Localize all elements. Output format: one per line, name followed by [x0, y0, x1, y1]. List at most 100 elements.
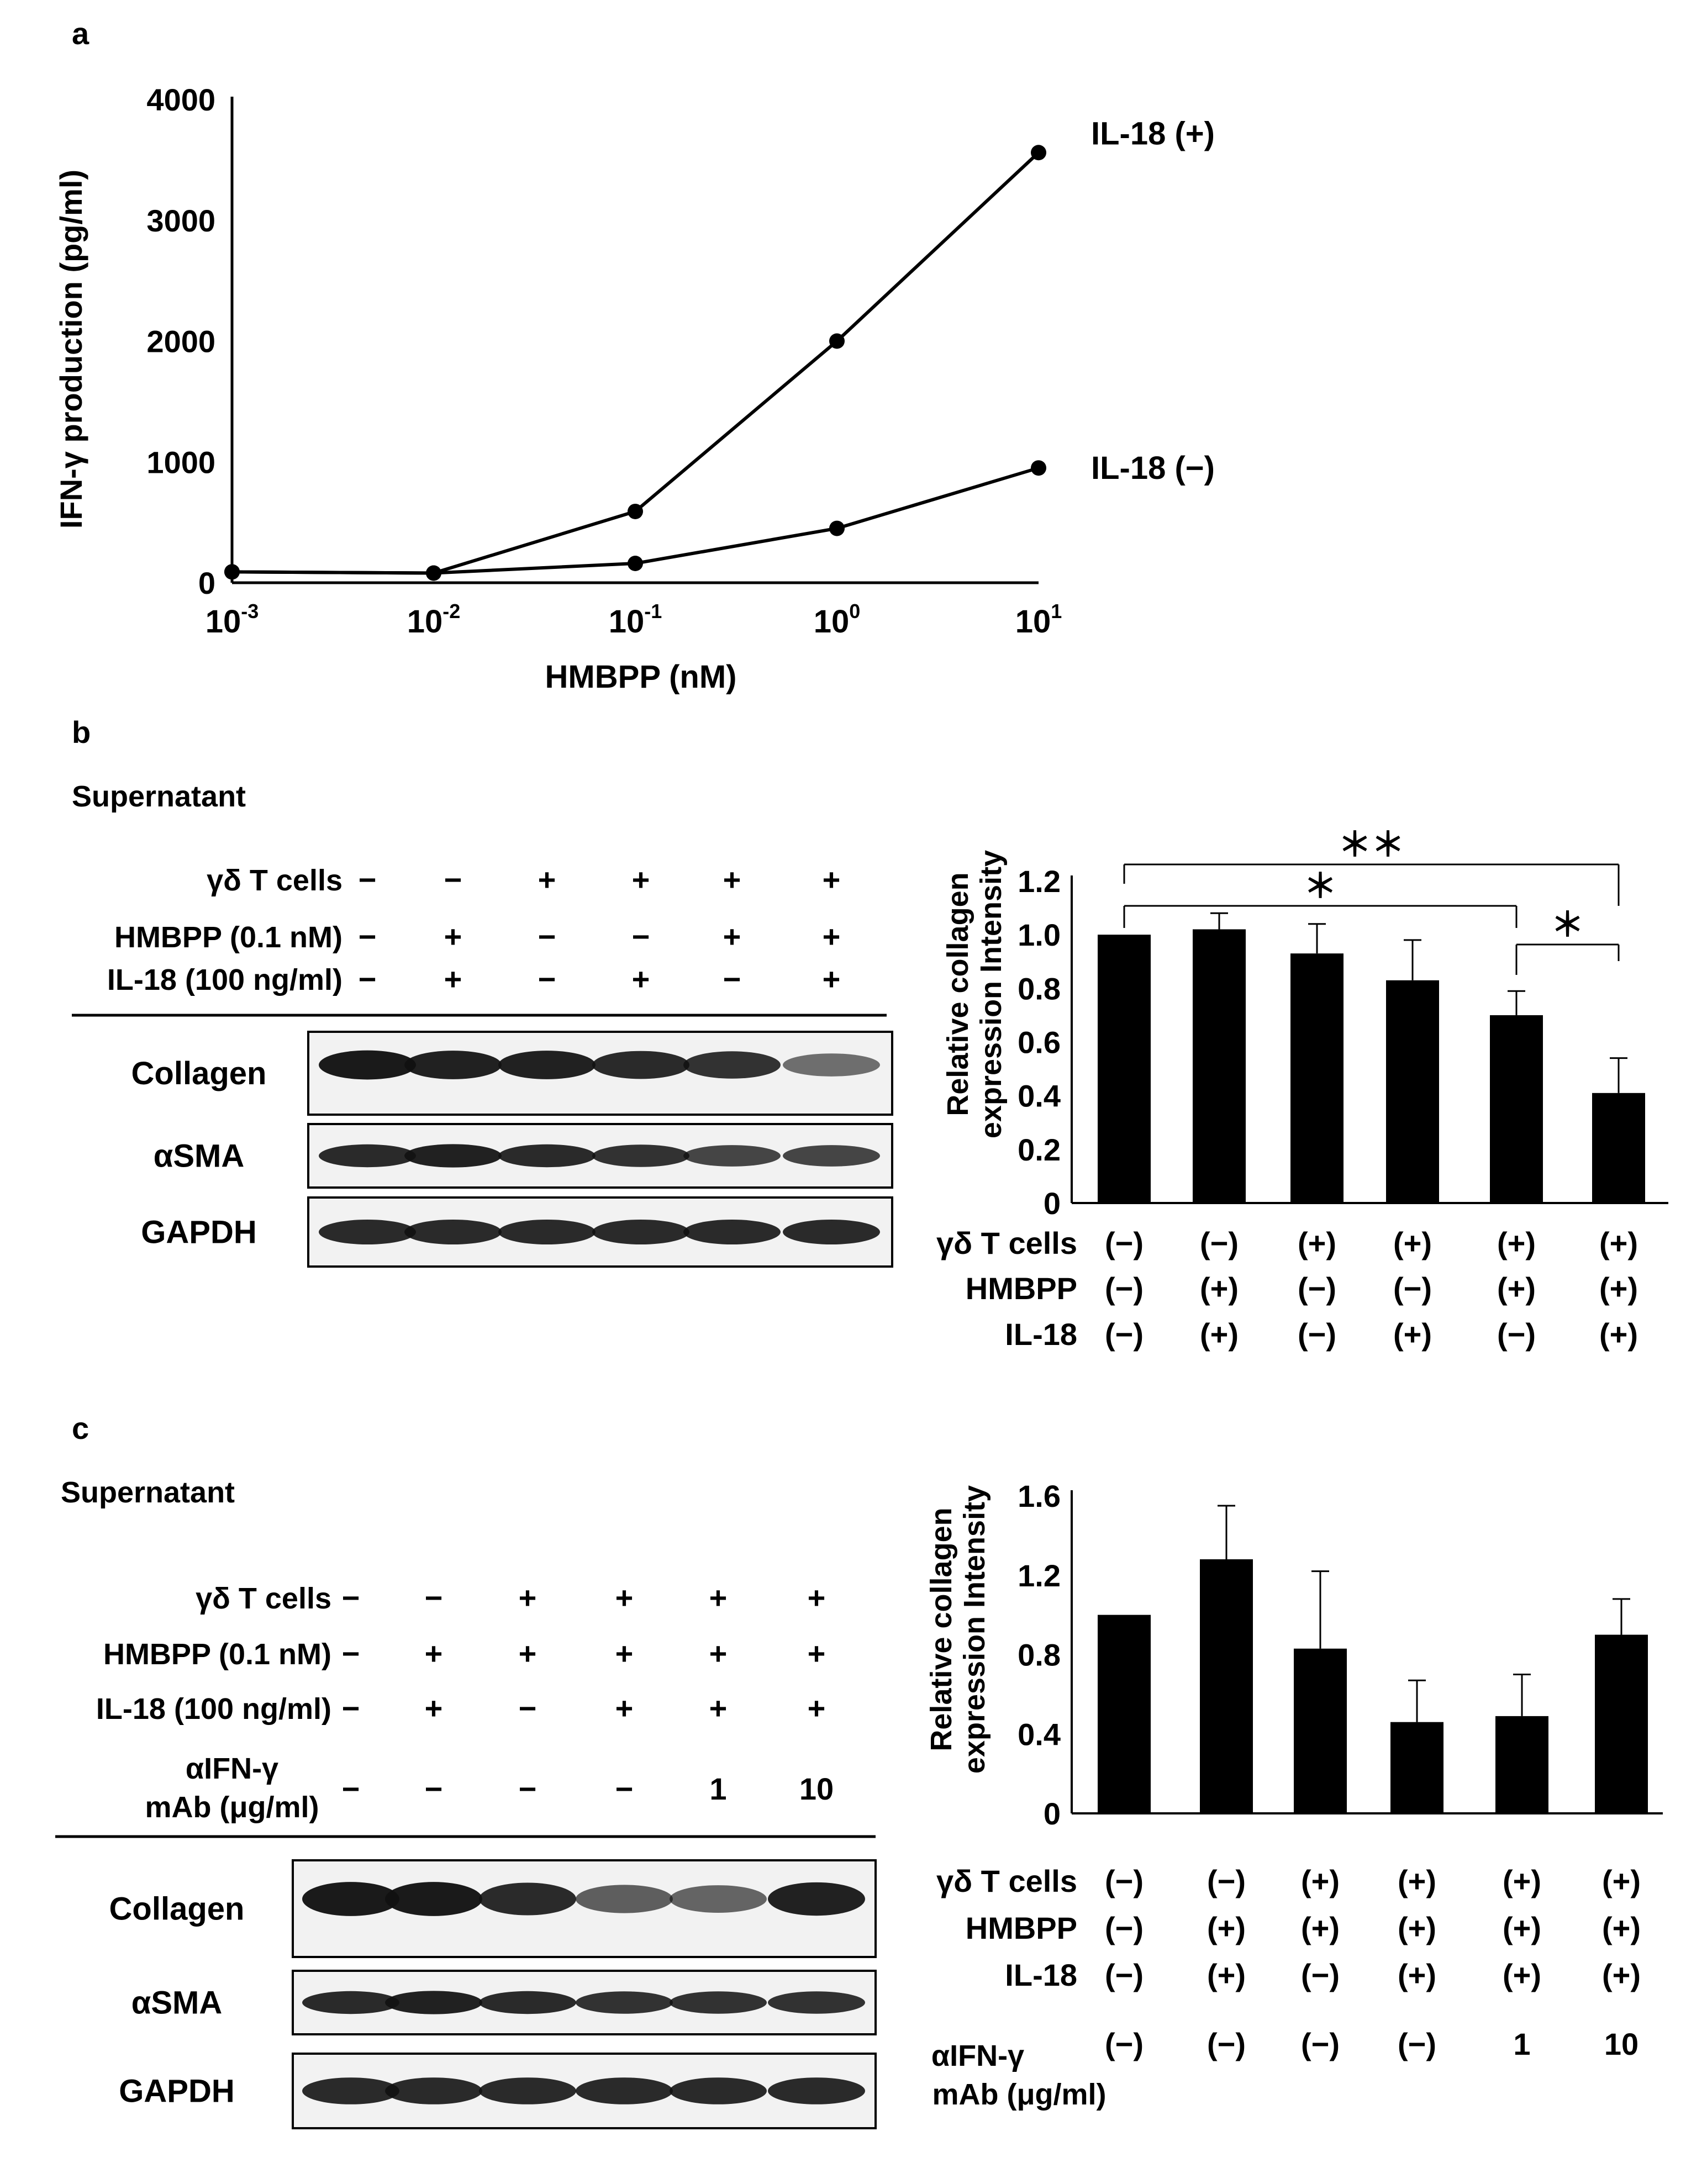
panel-c-bar-ylabel-line2: expression Intensity — [958, 1485, 991, 1774]
x-tick-base: 10 — [609, 604, 645, 640]
panel-a-x-tick-label: 101 — [1015, 600, 1062, 640]
panel-b-bar-significance-marker: ＊ — [1304, 868, 1337, 905]
panel-c-blot-band — [576, 1991, 673, 2014]
panel-c-bar-condition-value: (−) — [1105, 1911, 1144, 1945]
panel-b-bar-ylabel-line1: Relative collagen — [941, 872, 974, 1116]
panel-a-series-label: IL-18 (+) — [1091, 115, 1215, 151]
panel-c-condition-value: − — [342, 1636, 360, 1671]
panel-b-bar-bar — [1386, 980, 1439, 1203]
panel-b: Supernatant Relative collagen expression… — [72, 780, 1668, 1352]
panel-b-condition-value: + — [823, 862, 841, 897]
panel-a-y-tick-label: 1000 — [146, 445, 215, 479]
panel-c-label: c — [72, 1411, 89, 1446]
panel-b-bar-condition-value: (−) — [1298, 1317, 1336, 1352]
panel-c-blot-title: Supernatant — [61, 1476, 235, 1509]
panel-a-x-tick-label: 10-3 — [206, 600, 259, 640]
panel-b-bar-y-tick-label: 1.2 — [1018, 864, 1061, 899]
panel-b-bar-condition-value: (+) — [1393, 1317, 1432, 1352]
x-tick-exponent: -1 — [644, 600, 662, 623]
panel-c-blot-band — [768, 1882, 865, 1916]
panel-c-bar-y-tick-label: 1.6 — [1018, 1479, 1061, 1513]
panel-b-bar-condition-value: (+) — [1200, 1317, 1239, 1352]
panel-b-blot-band — [404, 1220, 502, 1244]
panel-b-condition-label: γδ T cells — [207, 864, 343, 897]
x-tick-exponent: -2 — [442, 600, 460, 623]
panel-c-condition-value: + — [808, 1636, 826, 1671]
panel-b-condition-value: + — [723, 862, 741, 897]
panel-c-antibody-value: − — [342, 1771, 360, 1806]
panel-c-bar-condition-value: (+) — [1503, 1911, 1541, 1945]
panel-b-condition-value: + — [538, 862, 556, 897]
panel-c-blot-band — [385, 2077, 482, 2104]
panel-b-bar-condition-value: (+) — [1599, 1271, 1638, 1306]
panel-c-bar-ylabel-line1: Relative collagen — [925, 1507, 958, 1751]
panel-c-blot-band — [670, 1885, 767, 1913]
panel-b-blot-band — [592, 1144, 689, 1167]
panel-c-antibody-name-line1: αIFN-γ — [186, 1752, 278, 1785]
x-tick-base: 10 — [1015, 604, 1051, 640]
panel-b-blot-band — [319, 1220, 416, 1244]
panel-c-antibody-value: 1 — [709, 1771, 726, 1806]
panel-b-label: b — [72, 715, 91, 750]
panel-c-condition-value: + — [519, 1636, 537, 1671]
panel-b-blot-band — [683, 1051, 781, 1079]
panel-c-bar-condition-value: (+) — [1602, 1958, 1641, 1992]
panel-c-blot-band — [385, 1882, 482, 1916]
panel-b-bar-y-tick-label: 1.0 — [1018, 917, 1061, 952]
panel-b-condition-value: + — [444, 962, 462, 996]
panel-a-x-tick-label: 10-1 — [609, 600, 662, 640]
panel-c-condition-value: + — [519, 1580, 537, 1615]
panel-b-bar-condition-label: IL-18 — [1005, 1317, 1077, 1352]
panel-c-row-label: Collagen — [109, 1891, 245, 1927]
panel-b-blot-band — [404, 1051, 502, 1079]
panel-a-xlabel: HMBPP (nM) — [545, 659, 737, 695]
panel-c-bar-condition-value: (−) — [1207, 1864, 1246, 1898]
panel-a-label: a — [72, 16, 89, 51]
panel-c-bar-antibody-value: 1 — [1513, 2027, 1530, 2061]
panel-b-bar-bar — [1290, 953, 1344, 1203]
panel-c-blot-band — [670, 2077, 767, 2104]
panel-c-bar-condition-value: (+) — [1207, 1958, 1246, 1992]
panel-c-bar-condition-value: (+) — [1301, 1911, 1340, 1945]
panel-b-bar-condition-value: (−) — [1497, 1317, 1536, 1352]
panel-c-condition-value: + — [615, 1691, 634, 1726]
panel-a-data-point — [628, 503, 643, 519]
panel-c-bar-y-tick-label: 0.4 — [1018, 1717, 1061, 1752]
panel-c-bar-antibody-value: (−) — [1105, 2027, 1144, 2061]
panel-a-x-tick-label: 10-2 — [407, 600, 461, 640]
panel-c-row-label: αSMA — [131, 1985, 223, 2021]
panel-c-bar-condition-label: IL-18 — [1005, 1958, 1077, 1992]
panel-c-blot-band — [302, 1882, 399, 1916]
panel-b-bar-condition-value: (−) — [1298, 1271, 1336, 1306]
panel-c-bar-condition-value: (−) — [1105, 1958, 1144, 1992]
panel-b-bar-y-tick-label: 0.6 — [1018, 1025, 1061, 1060]
panel-a-y-tick-label: 2000 — [146, 324, 215, 359]
panel-c-bar-condition-value: (+) — [1503, 1864, 1541, 1898]
panel-c-bar-condition-value: (+) — [1301, 1864, 1340, 1898]
panel-b-bar-y-tick-label: 0.2 — [1018, 1132, 1061, 1167]
panel-a-y-tick-label: 3000 — [146, 203, 215, 238]
panel-c-bar-bar — [1495, 1716, 1548, 1813]
panel-b-blot-band — [783, 1220, 880, 1244]
panel-b-bar-condition-value: (−) — [1105, 1271, 1144, 1306]
panel-c-bar-condition-value: (+) — [1503, 1958, 1541, 1992]
panel-b-blot-band — [592, 1220, 689, 1244]
x-tick-exponent: 0 — [849, 600, 860, 623]
panel-c-bar-bar — [1595, 1634, 1648, 1813]
x-tick-base: 10 — [407, 604, 443, 640]
panel-b-bar-condition-value: (+) — [1497, 1226, 1536, 1260]
panel-c-bar-bar — [1294, 1648, 1347, 1813]
panel-c-blot-band — [670, 1991, 767, 2014]
panel-c-condition-value: − — [519, 1691, 537, 1726]
panel-b-condition-value: + — [823, 919, 841, 954]
panel-b-bar-condition-label: HMBPP — [966, 1271, 1077, 1306]
panel-b-blot-band — [683, 1220, 781, 1244]
panel-c-bar-condition-value: (−) — [1301, 1958, 1340, 1992]
panel-b-blot-band — [783, 1145, 880, 1167]
panel-b-row-label: GAPDH — [141, 1215, 256, 1251]
panel-c-blot-band — [479, 1991, 576, 2014]
panel-b-blot-band — [404, 1144, 502, 1168]
panel-b-bar-bar — [1193, 929, 1246, 1203]
panel-c-bar-condition-value: (+) — [1207, 1911, 1246, 1945]
